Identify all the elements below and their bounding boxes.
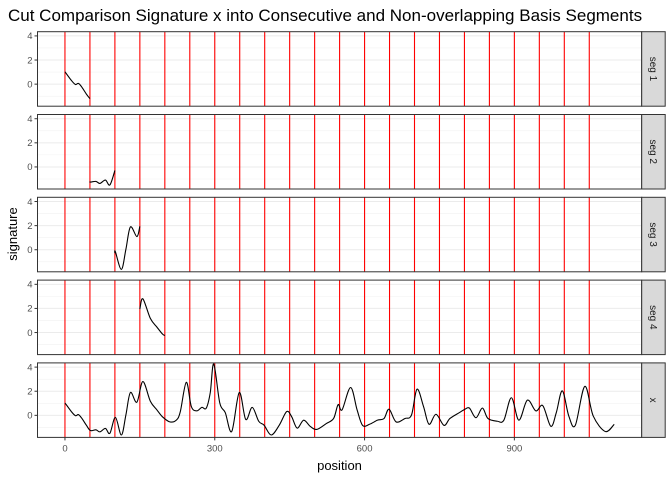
signature-line: [64, 71, 91, 100]
y-tick-label: 2: [27, 304, 32, 315]
y-tick-label: 0: [27, 162, 32, 173]
y-tick-label: 0: [27, 328, 32, 339]
x-tick-label: 0: [62, 443, 67, 454]
facet-panel-seg-2: 0 2 4 seg 2: [27, 114, 666, 190]
y-tick-label: 4: [27, 362, 32, 373]
x-tick-label: 900: [506, 443, 522, 454]
y-tick-label: 0: [27, 411, 32, 422]
facet-panel-seg-4: 0 2 4 seg 4: [27, 279, 666, 356]
y-tick-label: 2: [27, 138, 32, 149]
facet-strip-label: seg 3: [647, 222, 658, 247]
y-tick-label: 2: [27, 55, 32, 66]
facet-panel-seg-3: 0 2 4 seg 3: [27, 196, 666, 273]
signature-line: [89, 170, 116, 186]
y-axis-title: signature: [5, 207, 20, 260]
facet-strip: [641, 31, 666, 107]
x-axis: 0 300 600 900: [62, 437, 522, 454]
facet-strip: [641, 362, 666, 438]
facet-panels: 0 2 4 seg 1 0 2 4 seg 2 0 2 4 seg 3 0 2 4 seg 4 0 2 4 x: [27, 31, 666, 438]
chart-title: Cut Comparison Signature x into Consecut…: [8, 6, 642, 25]
facet-panel-x: 0 2 4 x: [27, 362, 666, 438]
facet-strip-label: x: [647, 398, 658, 403]
signature-line: [114, 226, 141, 270]
facet-strip: [641, 114, 666, 190]
facet-strip: [641, 279, 666, 356]
facet-strip-label: seg 1: [647, 57, 658, 82]
facet-strip-label: seg 2: [647, 140, 658, 165]
y-tick-label: 4: [27, 114, 32, 125]
x-tick-label: 600: [357, 443, 373, 454]
signature-line: [64, 363, 615, 436]
facet-strip-label: seg 4: [647, 305, 658, 330]
x-axis-title: position: [317, 458, 362, 473]
facet-panel-seg-1: 0 2 4 seg 1: [27, 31, 666, 107]
y-tick-label: 0: [27, 245, 32, 256]
signature-line: [139, 298, 166, 337]
y-tick-label: 0: [27, 79, 32, 90]
y-tick-label: 2: [27, 387, 32, 398]
y-tick-label: 4: [27, 197, 32, 208]
facet-strip: [641, 196, 666, 273]
y-tick-label: 2: [27, 221, 32, 232]
y-tick-label: 4: [27, 280, 32, 291]
x-tick-label: 300: [207, 443, 223, 454]
y-tick-label: 4: [27, 31, 32, 42]
